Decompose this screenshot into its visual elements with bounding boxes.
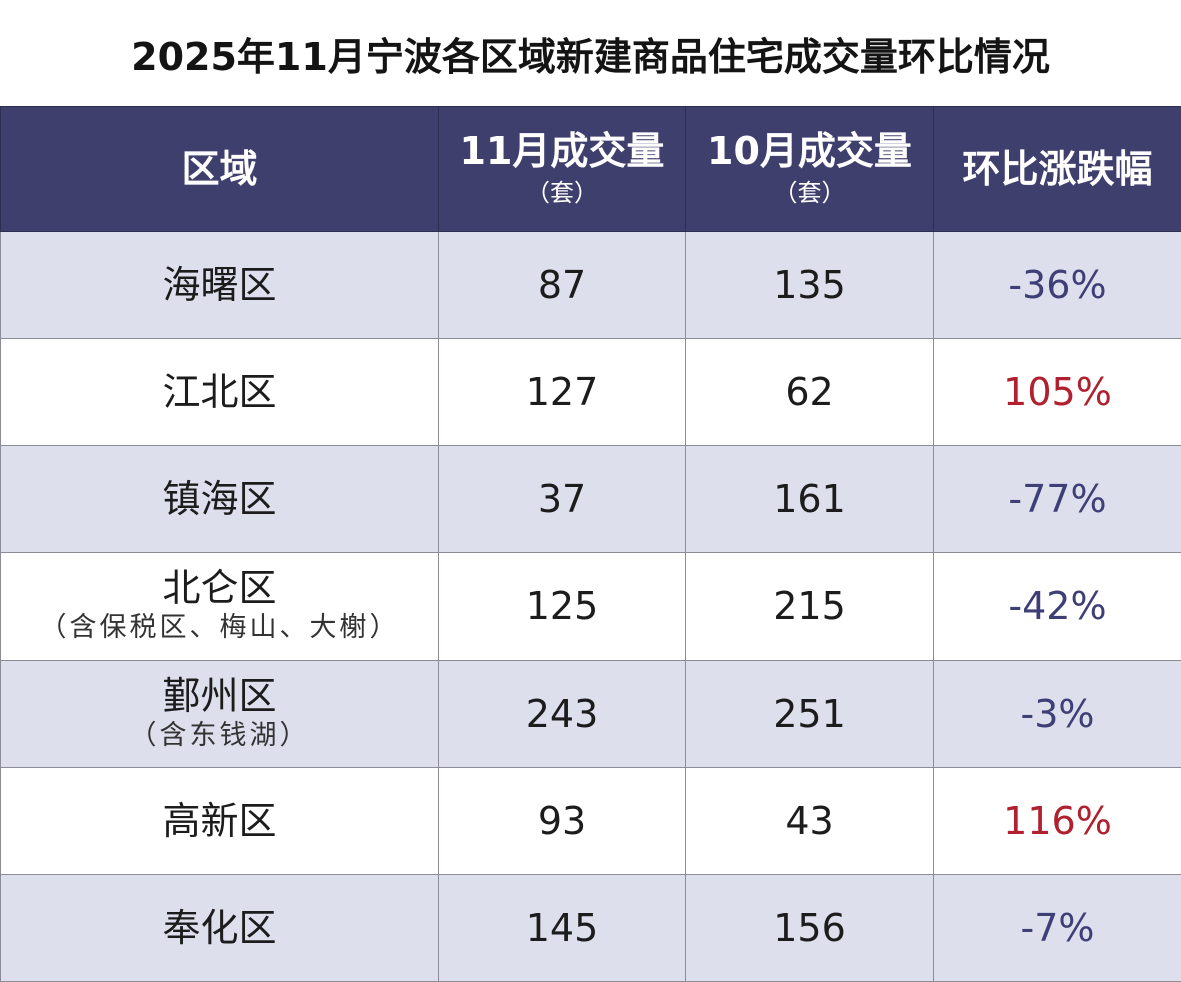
nov-value: 145 [438,873,686,982]
header-nov-unit: （套） [526,179,598,207]
region-cell: 海曙区 [0,230,439,340]
change-value: 105% [933,338,1181,447]
nov-value: 243 [438,659,686,768]
change-value: -7% [933,873,1181,982]
region-name: 北仑区 [162,566,277,611]
data-table: 区域 11月成交量 （套） 10月成交量 （套） 环比涨跌幅 海曙区 87 13… [0,106,1181,982]
region-name: 鄞州区 [162,673,277,718]
region-note: （含保税区、梅山、大榭） [39,612,400,644]
region-cell: 江北区 [0,338,439,447]
region-name: 海曙区 [162,263,277,308]
header-change: 环比涨跌幅 [933,106,1181,232]
change-value: 116% [933,766,1181,875]
oct-value: 161 [685,445,934,554]
table-row: 江北区 127 62 105% [0,338,1181,447]
oct-value: 215 [685,552,934,661]
chart-title: 2025年11月宁波各区域新建商品住宅成交量环比情况 [131,34,1050,79]
change-value: -42% [933,552,1181,661]
change-value: -3% [933,659,1181,768]
region-name: 镇海区 [162,477,277,522]
region-cell: 鄞州区 （含东钱湖） [0,659,439,768]
change-value: -36% [933,230,1181,340]
header-change-label: 环比涨跌幅 [962,147,1153,191]
oct-value: 43 [685,766,934,875]
oct-value: 251 [685,659,934,768]
table-row: 奉化区 145 156 -7% [0,873,1181,982]
change-value: -77% [933,445,1181,554]
header-nov: 11月成交量 （套） [438,106,686,232]
header-oct-label: 10月成交量 [707,129,912,173]
header-oct: 10月成交量 （套） [685,106,934,232]
header-row: 区域 11月成交量 （套） 10月成交量 （套） 环比涨跌幅 [0,106,1181,232]
table-row: 鄞州区 （含东钱湖） 243 251 -3% [0,659,1181,768]
table-row: 高新区 93 43 116% [0,766,1181,875]
nov-value: 37 [438,445,686,554]
region-cell: 高新区 [0,766,439,875]
oct-value: 156 [685,873,934,982]
region-note: （含东钱湖） [129,719,310,751]
region-cell: 镇海区 [0,445,439,554]
region-name: 高新区 [162,798,277,843]
table-row: 北仑区 （含保税区、梅山、大榭） 125 215 -42% [0,552,1181,661]
nov-value: 93 [438,766,686,875]
header-oct-unit: （套） [773,179,846,207]
header-region: 区域 [0,106,439,232]
table-row: 海曙区 87 135 -36% [0,230,1181,340]
table-row: 镇海区 37 161 -77% [0,445,1181,554]
nov-value: 127 [438,338,686,447]
nov-value: 87 [438,230,686,340]
header-region-label: 区域 [181,147,258,191]
header-nov-label: 11月成交量 [459,129,665,173]
nov-value: 125 [438,552,686,661]
oct-value: 135 [685,230,934,340]
region-cell: 奉化区 [0,873,439,982]
oct-value: 62 [685,338,934,447]
table-body: 海曙区 87 135 -36% 江北区 127 62 105% 镇海区 37 1… [0,230,1181,982]
region-name: 江北区 [162,370,277,415]
region-name: 奉化区 [162,905,277,950]
region-cell: 北仑区 （含保税区、梅山、大榭） [0,552,439,661]
